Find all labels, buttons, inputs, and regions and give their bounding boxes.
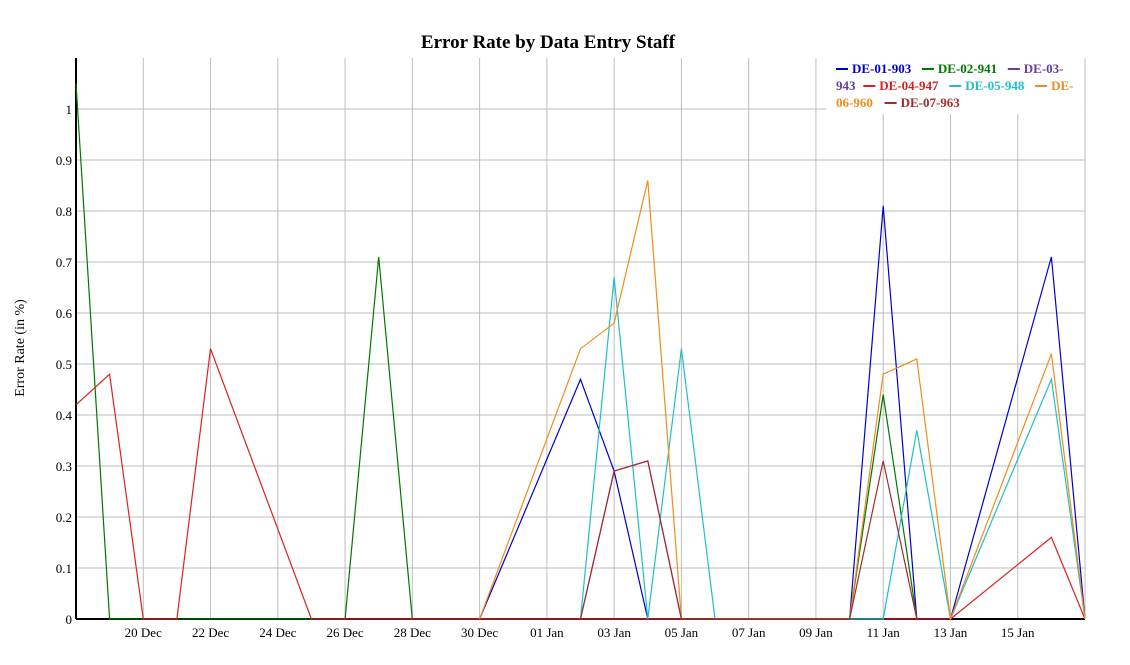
y-tick-label: 0.1 (56, 561, 72, 576)
series-lines (75, 83, 1086, 622)
grid (76, 58, 1086, 619)
y-tick-label: 0.7 (56, 255, 73, 270)
series-line-de-01-903 (479, 205, 1086, 620)
y-tick-label: 1 (66, 102, 73, 117)
x-tick-label: 15 Jan (1001, 625, 1035, 640)
x-tick-label: 11 Jan (867, 625, 901, 640)
x-tick-label: 03 Jan (597, 625, 631, 640)
series-line-de-03-943 (579, 460, 682, 620)
axes (75, 58, 1085, 620)
legend-entry-text: DE-01-903 (852, 61, 912, 76)
legend-entry-text: DE-04-947 (879, 78, 939, 93)
series-line-de-06-960 (479, 180, 1086, 620)
series-line-de-07-963 (579, 460, 918, 620)
y-axis-label: Error Rate (in %) (13, 299, 28, 397)
x-tick-label: 13 Jan (934, 625, 968, 640)
series-line-de-04-947 (75, 348, 1086, 620)
y-tick-label: 0.3 (56, 459, 72, 474)
x-tick-label: 28 Dec (394, 625, 431, 640)
x-tick-label: 09 Jan (799, 625, 833, 640)
legend-entry-text: DE-07-963 (901, 95, 961, 110)
series-line-de-02-941 (75, 83, 918, 620)
x-tick-label: 24 Dec (259, 625, 296, 640)
chart-title: Error Rate by Data Entry Staff (421, 32, 676, 53)
x-tick-label: 01 Jan (530, 625, 564, 640)
legend-entry-text: DE-05-948 (965, 78, 1025, 93)
y-tick-label: 0 (66, 612, 73, 627)
x-tick-label: 22 Dec (192, 625, 229, 640)
y-tick-label: 0.8 (56, 204, 72, 219)
x-tick-label: 07 Jan (732, 625, 766, 640)
legend-entry-text: DE-03- (1024, 61, 1064, 76)
tick-labels: 20 Dec 22 Dec 24 Dec 26 Dec 28 Dec 30 Dec 01 J… (56, 102, 1035, 640)
x-tick-label: 26 Dec (326, 625, 363, 640)
y-tick-label: 0.2 (56, 510, 72, 525)
legend-entry-text: DE-02-941 (938, 61, 997, 76)
legend-entry-text: 06-960 (836, 95, 873, 110)
y-tick-label: 0.9 (56, 153, 72, 168)
legend: DE-01-903 DE-02-941 DE-03-943 DE-04-947 DE-0… (826, 58, 1084, 114)
legend-entry-text: DE- (1051, 78, 1073, 93)
x-tick-label: 05 Jan (665, 625, 699, 640)
legend-entry-text: 943 (836, 78, 856, 93)
x-tick-label: 30 Dec (461, 625, 498, 640)
y-tick-label: 0.4 (56, 408, 73, 423)
y-tick-label: 0.6 (56, 306, 73, 321)
x-tick-label: 20 Dec (125, 625, 162, 640)
y-tick-label: 0.5 (56, 357, 72, 372)
